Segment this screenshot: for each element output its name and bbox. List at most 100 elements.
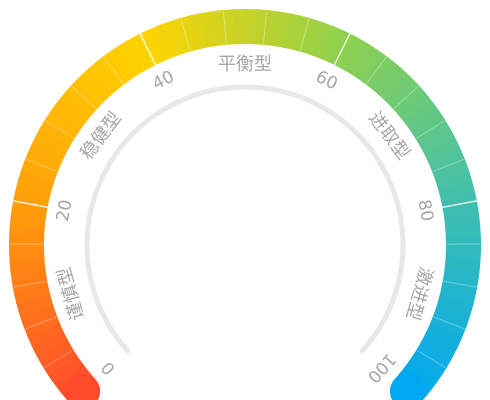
band-segment — [354, 47, 385, 83]
band-segment — [432, 159, 470, 183]
band-divider — [180, 18, 191, 51]
band-segment — [73, 74, 107, 108]
band-divider — [299, 18, 310, 51]
band-segment — [45, 108, 82, 138]
band-segment — [26, 321, 64, 347]
band-divider — [333, 33, 351, 66]
band-segment — [29, 137, 67, 164]
band-segment — [8, 235, 45, 249]
band-segment — [444, 214, 481, 230]
band-segment — [245, 9, 258, 45]
band-segment — [411, 348, 448, 378]
band-end-cap — [65, 373, 101, 400]
band-divider — [222, 10, 227, 44]
band-segment — [9, 255, 46, 271]
band-divider — [71, 85, 97, 109]
band-segment — [302, 18, 325, 56]
band-segment — [31, 330, 68, 357]
band-segment — [443, 266, 480, 284]
band-segment — [292, 15, 314, 53]
band-segment — [107, 46, 137, 82]
band-segment — [12, 190, 50, 210]
band-end-cap — [389, 373, 425, 400]
band-segment — [17, 168, 55, 191]
band-segment — [89, 59, 121, 94]
band-segment — [419, 128, 457, 156]
band-segment — [222, 9, 237, 45]
band-segment — [445, 236, 481, 250]
band-divider — [366, 56, 387, 84]
band-segment — [311, 22, 335, 60]
band-divider — [25, 158, 58, 172]
band-segment — [34, 127, 71, 155]
band-segment — [441, 276, 479, 295]
band-segment — [177, 15, 199, 53]
band-segment — [16, 293, 54, 315]
band-segment — [433, 304, 471, 328]
band-segment — [13, 284, 51, 305]
band-divider — [416, 120, 445, 139]
band-segment — [41, 347, 78, 377]
color-band — [8, 9, 481, 400]
band-segment — [39, 117, 76, 147]
band-segment — [11, 201, 48, 219]
category-label: 平衡型 — [218, 54, 272, 75]
band-segment — [370, 60, 402, 95]
band-segment — [436, 295, 474, 317]
band-segment — [424, 138, 462, 165]
inner-track-arc — [84, 84, 406, 354]
band-segment — [19, 303, 57, 326]
band-segment — [273, 11, 292, 48]
band-segment — [22, 312, 60, 337]
band-segment — [126, 34, 154, 72]
band-segment — [416, 340, 453, 368]
band-segment — [445, 247, 481, 262]
band-divider — [417, 349, 446, 369]
band-segment — [320, 26, 346, 64]
tick-label: 80 — [413, 198, 438, 224]
band-segment — [233, 9, 247, 45]
band-divider — [433, 316, 465, 330]
band-divider — [442, 200, 477, 209]
band-segment — [397, 91, 433, 124]
band-divider — [103, 56, 124, 84]
band-segment — [438, 180, 476, 202]
band-segment — [377, 67, 411, 102]
band-divider — [13, 280, 47, 288]
band-segment — [116, 40, 145, 77]
band-segment — [15, 179, 52, 200]
band-segment — [403, 100, 440, 131]
band-segment — [425, 322, 463, 349]
band-divider — [393, 85, 419, 109]
band-segment — [156, 21, 181, 59]
band-segment — [362, 53, 394, 89]
band-segment — [25, 147, 62, 173]
band-dividers — [9, 10, 481, 369]
band-segment — [384, 75, 419, 109]
band-divider — [263, 10, 268, 44]
band-segment — [58, 90, 94, 122]
band-divider — [443, 280, 477, 288]
band-segment — [65, 82, 100, 115]
band-divider — [44, 349, 73, 369]
band-segment — [47, 355, 84, 386]
band-segment — [283, 13, 303, 51]
band-segment — [409, 109, 446, 139]
band-segment — [146, 25, 172, 63]
band-segment — [167, 18, 190, 56]
band-segment — [414, 119, 452, 148]
band-divider — [139, 33, 157, 66]
band-divider — [432, 158, 465, 172]
band-divider — [45, 120, 74, 139]
band-divider — [13, 200, 48, 209]
band-segment — [81, 66, 114, 101]
band-segment — [421, 331, 459, 359]
band-segment — [51, 99, 87, 130]
band-segment — [435, 170, 473, 192]
tick-label: 20 — [52, 198, 77, 224]
band-segment — [211, 9, 228, 47]
band-segment — [429, 313, 467, 338]
band-segment — [337, 35, 366, 73]
